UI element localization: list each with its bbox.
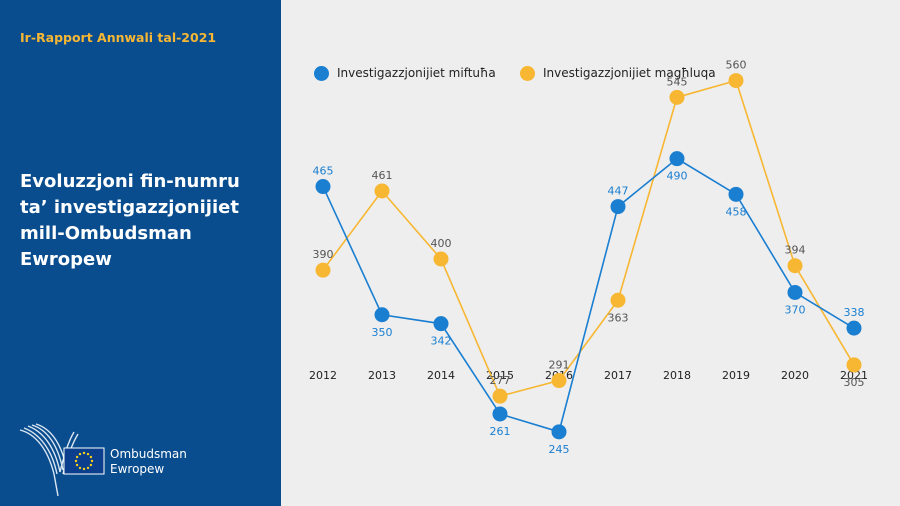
x-tick-label: 2020 [781,369,809,382]
logo-line2: Ewropew [110,462,165,476]
data-label-1: 394 [785,244,806,257]
data-label-1: 363 [608,311,629,324]
eu-star-icon [74,459,78,463]
series-line-0 [322,157,855,433]
data-point-0 [846,320,862,336]
data-point-0 [551,424,567,440]
ombudsman-logo [19,423,105,497]
x-tick-label: 2014 [427,369,455,382]
data-point-0 [374,307,390,323]
data-label-1: 390 [313,248,334,261]
x-tick-label: 2021 [840,369,868,382]
eu-star-icon [86,466,90,470]
eu-star-icon [82,451,86,455]
heading-line: Evoluzzjoni fin-numru [20,171,240,192]
x-tick-label: 2019 [722,369,750,382]
data-point-0 [433,316,449,332]
data-label-0: 338 [844,306,865,319]
data-label-1: 277 [490,374,511,387]
logo-text: Ombudsman Ewropew [110,447,187,477]
data-label-1: 545 [667,75,688,88]
heading-line: Ewropew [20,249,112,270]
x-tick-label: 2017 [604,369,632,382]
data-label-0: 465 [313,165,334,178]
data-label-0: 447 [608,185,629,198]
eu-star-icon [89,455,93,459]
data-label-0: 342 [431,335,452,348]
eu-star-icon [82,467,86,471]
legend-dot-closed [520,66,535,81]
data-point-1 [433,251,449,267]
eu-star-icon [89,463,93,467]
data-point-1 [610,292,626,308]
data-point-0 [787,284,803,300]
chart-panel [281,0,900,506]
data-point-0 [728,186,744,202]
legend-label-closed: Investigazzjonijiet magħluqa [543,66,716,80]
line-chart: 2012201320142015201620172018201920202021… [309,59,868,456]
heading-line: mill-Ombudsman [20,223,192,244]
x-tick-label: 2018 [663,369,691,382]
logo-line1: Ombudsman [110,447,187,461]
data-point-0 [315,179,331,195]
data-point-1 [492,388,508,404]
report-title: Ir-Rapport Annwali tal-2021 [20,30,217,45]
data-point-1 [846,357,862,373]
data-label-0: 370 [785,303,806,316]
x-tick-label: 2012 [309,369,337,382]
data-label-0: 245 [549,443,570,456]
eu-star-icon [90,459,94,463]
data-point-1 [728,73,744,89]
eu-star-icon [75,455,79,459]
data-label-1: 291 [549,359,570,372]
data-label-0: 350 [372,326,393,339]
eu-star-icon [75,463,79,467]
heading-line: ta’ investigazzjonijiet [20,197,239,218]
data-point-0 [492,406,508,422]
data-point-1 [551,373,567,389]
chart-heading: Evoluzzjoni fin-numru ta’ investigazzjon… [20,169,270,273]
eu-star-icon [86,452,90,456]
data-point-1 [374,183,390,199]
legend-label-open: Investigazzjonijiet miftuħa [337,66,496,80]
eu-stars-icon [74,451,94,471]
eu-star-icon [78,452,82,456]
data-point-0 [610,199,626,215]
logo-swoosh-icon [19,423,79,497]
data-point-1 [669,89,685,105]
eu-star-icon [78,466,82,470]
data-label-1: 461 [372,169,393,182]
data-point-1 [315,262,331,278]
data-label-0: 458 [726,205,747,218]
data-label-1: 560 [726,59,747,72]
data-point-1 [787,258,803,274]
series-line-1 [322,79,855,398]
sidebar-panel [0,0,281,506]
data-label-0: 490 [667,170,688,183]
x-tick-label: 2013 [368,369,396,382]
data-point-0 [669,151,685,167]
data-label-0: 261 [490,425,511,438]
legend-dot-open [314,66,329,81]
data-label-1: 400 [431,237,452,250]
data-label-1: 305 [844,376,865,389]
